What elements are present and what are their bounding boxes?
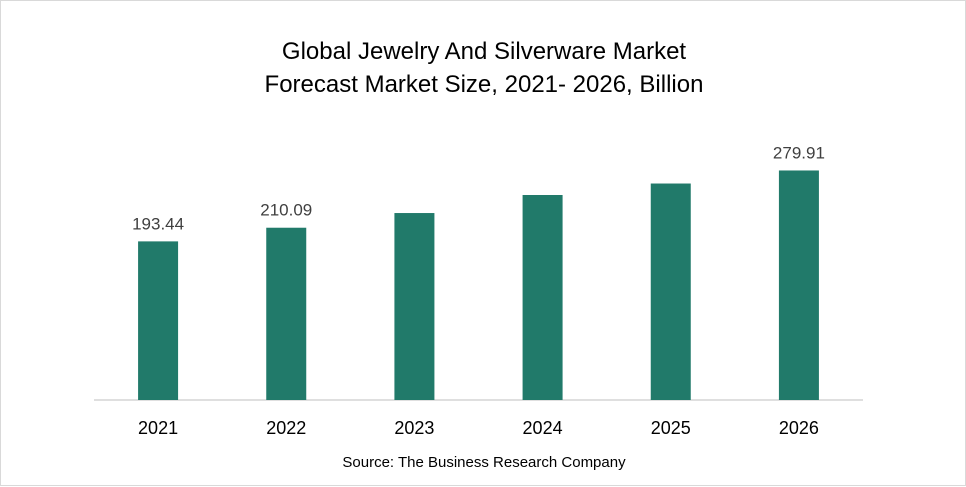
bar-2024 bbox=[522, 195, 563, 400]
x-tick-label-2025: 2025 bbox=[651, 418, 691, 438]
data-label-2022: 210.09 bbox=[260, 201, 312, 220]
x-tick-label-2022: 2022 bbox=[266, 418, 306, 438]
bar-2022 bbox=[266, 227, 307, 400]
bar-2023 bbox=[394, 213, 435, 400]
x-tick-label-2023: 2023 bbox=[394, 418, 434, 438]
x-tick-label-2026: 2026 bbox=[779, 418, 819, 438]
bar-2021 bbox=[138, 241, 179, 400]
x-tick-label-2024: 2024 bbox=[523, 418, 563, 438]
data-label-2026: 279.91 bbox=[773, 143, 825, 162]
bar-2026 bbox=[778, 170, 819, 400]
chart-title-line-1: Global Jewelry And Silverware Market bbox=[281, 38, 687, 65]
chart-title: Global Jewelry And Silverware Market For… bbox=[1, 35, 966, 101]
data-label-2021: 193.44 bbox=[132, 214, 184, 233]
source-note: Source: The Business Research Company bbox=[342, 454, 626, 471]
chart-title-line-2: Forecast Market Size, 2021- 2026, Billio… bbox=[264, 71, 704, 98]
x-tick-label-2021: 2021 bbox=[138, 418, 178, 438]
bar-2025 bbox=[650, 183, 691, 400]
